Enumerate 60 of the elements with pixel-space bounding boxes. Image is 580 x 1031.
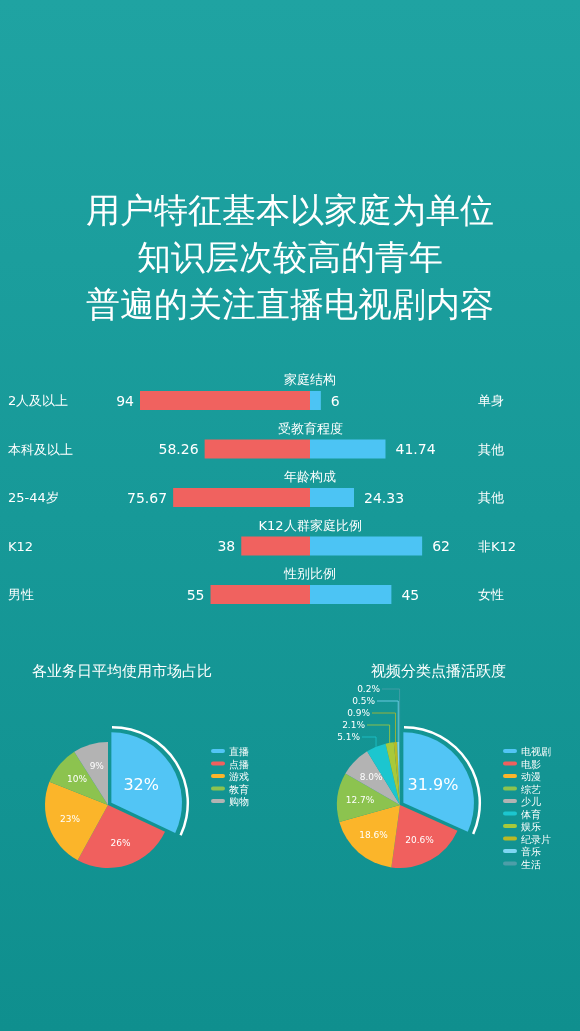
data-label: 24.33: [364, 489, 405, 506]
chart-title: 各业务日平均使用市场占比: [32, 662, 212, 680]
legend-label: 游戏: [229, 771, 249, 782]
legend-label: 生活: [521, 858, 541, 870]
legend-label: 电视剧: [521, 746, 551, 757]
data-label: 32%: [123, 774, 159, 794]
legend-label: 娱乐: [521, 821, 541, 832]
legend-label: 少儿: [521, 796, 541, 807]
legend-label: 综艺: [521, 783, 541, 795]
data-label: 0.5%: [352, 696, 376, 706]
data-label: 0.9%: [347, 708, 371, 718]
text: 2人及以上: [8, 393, 69, 408]
data-label: 5.1%: [337, 732, 361, 742]
data-label: 6: [330, 392, 340, 409]
data-label: 20.6%: [405, 835, 435, 846]
legend-label: 动漫: [521, 771, 541, 782]
text: 单身: [478, 393, 504, 408]
legend-label: 纪录片: [521, 833, 551, 845]
legend-label: 购物: [229, 796, 249, 807]
data-label: 45: [401, 586, 420, 603]
legend-label: 音乐: [521, 846, 541, 857]
y-tick-label: 家庭结构: [284, 372, 336, 387]
text: 知识层次较高的青年: [137, 237, 443, 277]
text: 本科及以上: [8, 441, 73, 457]
text: 男性: [8, 587, 34, 602]
y-tick-label: 年龄构成: [284, 469, 336, 484]
data-label: 26%: [110, 838, 131, 849]
chart-title: 视频分类点播活跃度: [370, 662, 506, 680]
text: 女性: [478, 587, 504, 602]
data-label: 0.2%: [357, 684, 381, 694]
legend-label: 点播: [229, 758, 249, 770]
data-label: 18.6%: [359, 830, 389, 841]
data-label: 8.0%: [359, 771, 383, 782]
text: 用户特征基本以家庭为单位: [86, 190, 494, 230]
data-label: 9%: [89, 761, 105, 772]
data-label: 94: [116, 392, 135, 409]
text: 25-44岁: [8, 490, 59, 505]
text: 普遍的关注直播电视剧内容: [86, 284, 494, 324]
legend-label: 体育: [521, 808, 541, 820]
y-tick-label: 受教育程度: [277, 420, 343, 436]
legend-label: 教育: [229, 783, 249, 795]
text: 其他: [478, 490, 504, 505]
data-label: 12.7%: [345, 794, 375, 805]
data-label: 2.1%: [342, 720, 366, 730]
text: 非K12: [478, 538, 517, 554]
data-label: 41.74: [395, 441, 436, 457]
y-tick-label: 性别比例: [283, 566, 336, 581]
data-label: 58.26: [158, 441, 199, 457]
data-label: 55: [186, 586, 205, 603]
data-label: 62: [432, 538, 450, 554]
text: K12: [8, 538, 34, 554]
legend-label: 电影: [521, 758, 541, 770]
data-label: 23%: [60, 813, 81, 824]
y-tick-label: K12人群家庭比例: [258, 517, 362, 533]
data-label: 31.9%: [407, 774, 459, 794]
data-label: 75.67: [127, 489, 168, 506]
data-label: 10%: [66, 774, 88, 785]
text: 其他: [478, 441, 504, 457]
legend-label: 直播: [229, 746, 249, 757]
data-label: 38: [217, 538, 236, 554]
